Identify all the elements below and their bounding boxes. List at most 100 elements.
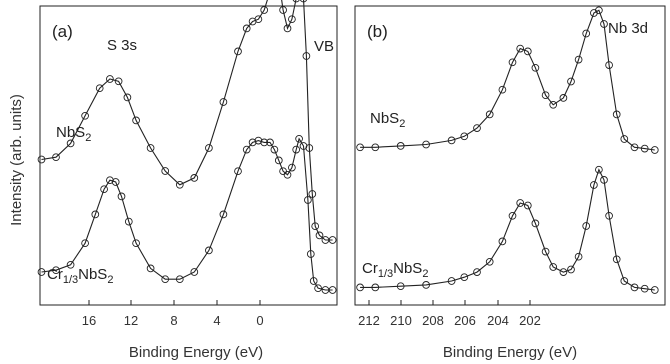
data-point xyxy=(582,29,591,38)
data-point xyxy=(650,286,659,294)
data-point xyxy=(498,85,507,94)
data-point xyxy=(288,163,296,172)
data-point xyxy=(396,142,405,150)
panel-b-frame xyxy=(354,5,666,306)
data-point xyxy=(600,176,608,184)
series-label-crnbs2-b: Cr1/3NbS2 xyxy=(362,260,428,280)
x-tick-label: 208 xyxy=(422,313,444,328)
series-line-nbs2-b xyxy=(360,9,655,151)
annotation-vb: VB xyxy=(314,38,334,55)
data-point xyxy=(308,190,317,198)
data-point xyxy=(100,185,108,194)
data-point xyxy=(283,24,292,33)
data-point xyxy=(371,143,380,152)
data-point xyxy=(314,284,322,293)
x-tick-label: 0 xyxy=(256,313,263,328)
data-point xyxy=(292,0,300,3)
annotation-s3s: S 3s xyxy=(107,37,137,54)
data-point xyxy=(531,219,540,228)
data-point xyxy=(473,268,481,276)
data-point xyxy=(106,176,114,185)
x-tick-label: 212 xyxy=(358,313,380,328)
data-point xyxy=(304,196,312,204)
x-axis-title-a: Binding Energy (eV) xyxy=(129,344,263,361)
data-point xyxy=(309,277,318,285)
data-point xyxy=(270,145,279,154)
data-point xyxy=(595,6,603,15)
data-point xyxy=(315,231,324,240)
data-point xyxy=(559,268,568,276)
data-point xyxy=(630,283,639,292)
data-point xyxy=(91,210,100,219)
data-point xyxy=(640,144,649,153)
data-point xyxy=(117,192,126,201)
data-point xyxy=(175,180,184,189)
data-point xyxy=(299,142,308,150)
data-point xyxy=(95,84,104,93)
data-point xyxy=(254,15,263,24)
panel-a-plot xyxy=(37,0,337,294)
data-point xyxy=(516,199,525,207)
data-point xyxy=(447,136,456,145)
panel-a: 16 12 8 4 0 (a) S 3s VB NbS2 Cr1/3NbS2 Bindi… xyxy=(37,0,338,361)
data-point xyxy=(582,222,591,230)
series-line-crnbs2-b xyxy=(360,168,655,291)
data-point xyxy=(523,201,532,210)
data-point xyxy=(132,239,140,248)
data-point xyxy=(640,284,649,293)
data-point xyxy=(605,61,613,69)
data-point xyxy=(508,58,517,67)
data-point xyxy=(266,138,274,147)
series-label-nbs2-a: NbS2 xyxy=(56,124,91,144)
data-point xyxy=(567,265,575,274)
data-point xyxy=(422,281,430,289)
data-point xyxy=(111,178,120,186)
data-point xyxy=(549,100,558,109)
data-point xyxy=(279,6,287,14)
data-point xyxy=(485,110,494,119)
data-point xyxy=(219,210,228,219)
data-point xyxy=(242,145,251,154)
data-point xyxy=(205,246,213,255)
data-point xyxy=(234,47,242,56)
data-point xyxy=(574,55,583,64)
data-point xyxy=(37,268,46,276)
data-point xyxy=(242,24,251,33)
data-point xyxy=(650,146,659,154)
x-tick-label: 8 xyxy=(170,313,177,328)
data-point xyxy=(190,174,199,182)
panel-a-frame xyxy=(39,5,338,306)
data-point xyxy=(302,52,311,60)
series-label-crnbs2-a: Cr1/3NbS2 xyxy=(47,266,113,286)
data-point xyxy=(356,283,364,292)
data-point xyxy=(248,138,257,147)
data-point xyxy=(66,260,75,269)
data-point xyxy=(299,0,308,3)
data-point xyxy=(356,143,364,152)
data-point xyxy=(283,170,292,179)
data-point xyxy=(498,237,507,246)
data-point xyxy=(175,275,184,284)
data-point xyxy=(600,20,608,28)
data-point xyxy=(541,247,550,256)
data-point xyxy=(254,136,263,145)
data-point xyxy=(81,239,89,248)
data-point xyxy=(396,282,405,291)
data-point xyxy=(161,275,170,284)
data-point xyxy=(508,211,517,220)
data-point xyxy=(567,77,575,86)
data-point xyxy=(146,144,155,152)
data-point xyxy=(288,15,296,24)
data-point xyxy=(549,263,558,271)
panel-b-plot xyxy=(356,6,659,294)
x-axis-title-b: Binding Energy (eV) xyxy=(443,344,577,361)
data-point xyxy=(371,283,380,292)
data-point xyxy=(123,93,132,102)
data-point xyxy=(106,75,114,83)
data-point xyxy=(605,211,613,220)
data-point xyxy=(66,139,75,148)
data-point xyxy=(274,156,283,165)
data-point xyxy=(328,236,337,244)
data-point xyxy=(219,98,228,106)
series-line-crnbs2-a xyxy=(41,137,333,291)
